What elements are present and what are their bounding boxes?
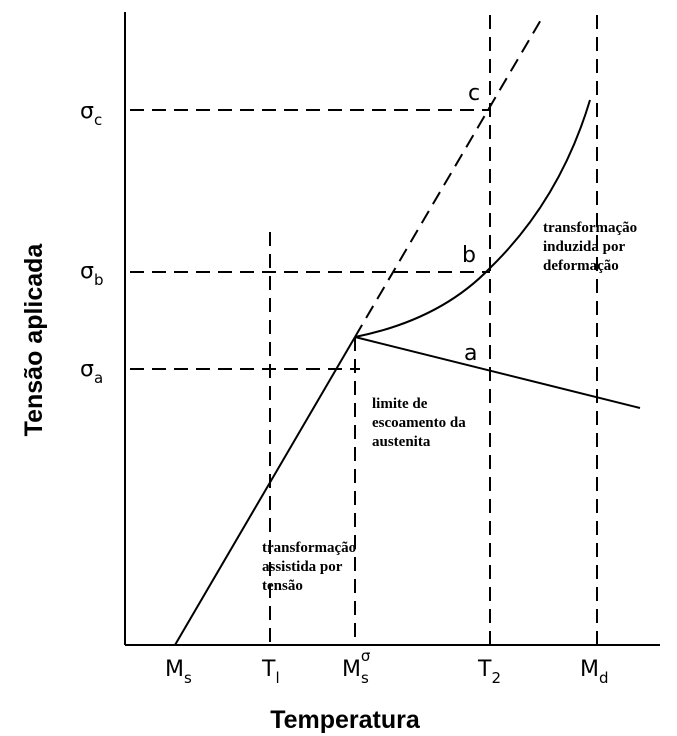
label-sub: d <box>599 669 609 687</box>
label-sup: σ <box>361 647 371 665</box>
annotation-line: deformação <box>543 258 619 274</box>
label: σc <box>80 99 102 129</box>
annotation-line: transformação <box>262 540 356 556</box>
annotation-line: escoamento da <box>372 415 466 431</box>
annotation-line: induzida por <box>543 239 625 255</box>
label: Tl <box>261 657 280 687</box>
label-main: T <box>477 657 492 682</box>
y-title: Tensão aplicada <box>20 243 48 437</box>
label: T2 <box>477 657 501 687</box>
label: Md <box>580 657 609 687</box>
annotation-line: austenita <box>372 434 431 450</box>
stress-line <box>174 336 356 646</box>
label-main: M <box>165 657 184 682</box>
label-sub: s <box>184 669 192 687</box>
x-title: Temperatura <box>270 706 421 734</box>
label-main: T <box>261 657 276 682</box>
annotation-line: assistida por <box>262 559 343 575</box>
annotation-line: transformação <box>543 220 637 236</box>
label-sub: a <box>94 369 103 387</box>
label-main: M <box>580 657 599 682</box>
label-sub: c <box>94 111 102 129</box>
label-main: σ <box>80 357 94 382</box>
point-label: b <box>462 243 476 268</box>
annotation-line: limite de <box>372 396 428 412</box>
label-sub: 2 <box>491 669 501 687</box>
label: σb <box>80 259 103 289</box>
label-main: σ <box>80 99 94 124</box>
label-sub: b <box>94 271 104 289</box>
stress-extension <box>354 17 543 338</box>
label-main: σ <box>80 259 94 284</box>
label-sub: s <box>361 669 369 687</box>
label: Ms <box>165 657 192 687</box>
annotation-line: tensão <box>262 578 303 594</box>
strain-curve <box>354 99 591 338</box>
point-label: a <box>464 341 477 366</box>
label: σa <box>80 357 103 387</box>
point-label: c <box>468 81 480 106</box>
yield-line <box>354 336 641 409</box>
annotations: transformação induzida por deformação limit… <box>262 220 637 594</box>
label: Msσ <box>342 647 371 687</box>
point-labels: c b a <box>462 81 480 366</box>
label-main: M <box>342 657 361 682</box>
label-sub: l <box>275 669 279 687</box>
